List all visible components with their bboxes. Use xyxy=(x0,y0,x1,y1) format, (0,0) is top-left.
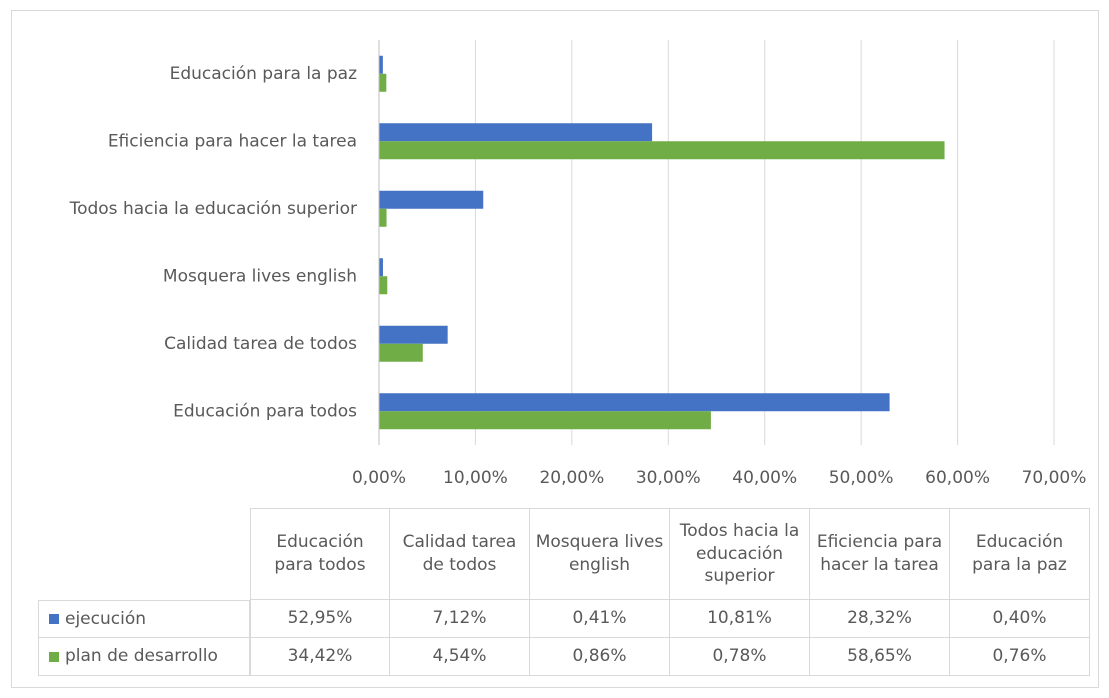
table-value: 52,95% xyxy=(250,600,390,638)
table-header: Calidad tarea de todos xyxy=(390,508,530,600)
table-header: Todos hacia la educación superior xyxy=(670,508,810,600)
table-header: Mosquera lives english xyxy=(530,508,670,600)
bar xyxy=(379,141,945,160)
x-tick-label: 60,00% xyxy=(925,468,990,488)
x-tick-label: 10,00% xyxy=(443,468,508,488)
table-header: Educación para la paz xyxy=(950,508,1090,600)
x-tick-label: 0,00% xyxy=(352,468,406,488)
bar xyxy=(379,55,383,74)
y-tick-label: Calidad tarea de todos xyxy=(164,334,357,354)
table-header: Educación para todos xyxy=(250,508,390,600)
y-tick-label: Educación para todos xyxy=(173,401,357,421)
legend-label: plan de desarrollo xyxy=(65,646,218,667)
legend-label: ejecución xyxy=(65,608,147,629)
table-value: 34,42% xyxy=(250,638,390,676)
table-value: 58,65% xyxy=(810,638,950,676)
bar xyxy=(379,73,387,92)
table-value: 0,40% xyxy=(950,600,1090,638)
bar xyxy=(379,258,383,277)
legend-swatch xyxy=(49,651,59,662)
bar xyxy=(379,393,890,412)
y-tick-label: Eficiencia para hacer la tarea xyxy=(108,131,357,151)
table-value: 0,86% xyxy=(530,638,670,676)
x-tick-label: 20,00% xyxy=(539,468,604,488)
legend-cell: plan de desarrollo xyxy=(38,638,250,676)
y-tick-label: Mosquera lives english xyxy=(163,266,357,286)
bar xyxy=(379,411,711,430)
table-value: 0,78% xyxy=(670,638,810,676)
legend-swatch xyxy=(49,614,59,624)
x-tick-label: 50,00% xyxy=(829,468,894,488)
y-tick-label: Educación para la paz xyxy=(170,64,357,84)
x-tick-label: 30,00% xyxy=(636,468,701,488)
bar xyxy=(379,208,387,227)
y-tick-label: Todos hacia la educación superior xyxy=(69,199,357,219)
bar xyxy=(379,123,653,142)
table-value: 28,32% xyxy=(810,600,950,638)
table-value: 7,12% xyxy=(390,600,530,638)
table-value: 0,41% xyxy=(530,600,670,638)
x-tick-label: 70,00% xyxy=(1022,468,1087,488)
bar xyxy=(379,276,388,295)
legend-cell: ejecución xyxy=(38,600,250,638)
table-value: 10,81% xyxy=(670,600,810,638)
bar xyxy=(379,325,448,344)
table-header: Eficiencia para hacer la tarea xyxy=(810,508,950,600)
chart-frame xyxy=(11,10,1099,688)
bar xyxy=(379,190,484,209)
x-tick-label: 40,00% xyxy=(732,468,797,488)
bar xyxy=(379,343,423,362)
table-value: 4,54% xyxy=(390,638,530,676)
table-value: 0,76% xyxy=(950,638,1090,676)
